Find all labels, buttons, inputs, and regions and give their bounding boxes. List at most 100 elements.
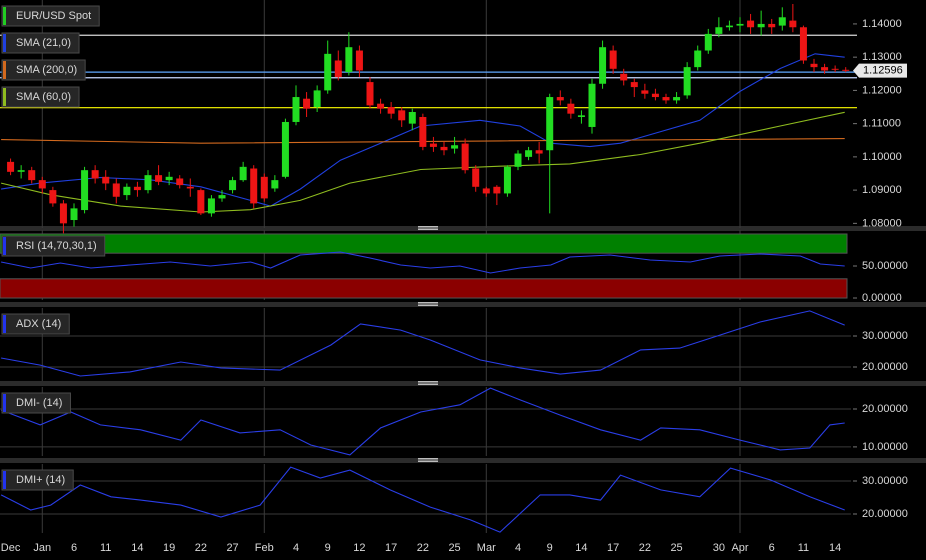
candle-body bbox=[133, 186, 141, 191]
candle-body bbox=[673, 97, 681, 101]
candle-body bbox=[842, 69, 850, 71]
x-tick-label: 22 bbox=[417, 542, 429, 554]
legend-label: DMI- (14) bbox=[16, 397, 62, 409]
candle-body bbox=[292, 97, 300, 122]
candle-body bbox=[641, 90, 649, 94]
legend-swatch bbox=[3, 394, 6, 412]
candle-body bbox=[102, 176, 110, 184]
x-tick-label: 22 bbox=[195, 542, 207, 554]
candle-body bbox=[514, 153, 522, 167]
legend-box bbox=[1, 32, 80, 54]
series-line bbox=[0, 466, 845, 533]
legend-box bbox=[1, 469, 74, 491]
band bbox=[0, 278, 848, 299]
legend-swatch bbox=[3, 315, 6, 333]
candle-body bbox=[556, 97, 564, 101]
candle-body bbox=[229, 180, 237, 191]
separator bbox=[0, 381, 926, 386]
legend-label: SMA (200,0) bbox=[16, 64, 77, 76]
candle-body bbox=[313, 90, 321, 108]
separator bbox=[0, 226, 926, 231]
y-tick-label: 20.00000 bbox=[862, 403, 908, 415]
legend-swatch bbox=[3, 471, 6, 489]
x-tick-label: 14 bbox=[131, 542, 143, 554]
y-tick-label: 50.00000 bbox=[862, 260, 908, 272]
candle-body bbox=[91, 170, 99, 179]
candle-body bbox=[271, 180, 279, 189]
y-tick-label: 1.14000 bbox=[862, 18, 902, 30]
x-tick-label: 25 bbox=[448, 542, 460, 554]
series-line bbox=[0, 111, 845, 213]
separator bbox=[0, 458, 926, 463]
legend-box bbox=[1, 86, 80, 108]
candle-body bbox=[810, 63, 818, 68]
candle-body bbox=[186, 186, 194, 189]
legend-label: SMA (21,0) bbox=[16, 37, 71, 49]
candle-body bbox=[694, 50, 702, 68]
candle-body bbox=[218, 195, 226, 199]
y-tick-label: 10.00000 bbox=[862, 441, 908, 453]
x-tick-label: 22 bbox=[639, 542, 651, 554]
candle-body bbox=[599, 47, 607, 84]
candle-body bbox=[17, 170, 25, 172]
series-line bbox=[1, 138, 845, 144]
x-tick-label: 11 bbox=[798, 542, 809, 554]
candle-body bbox=[408, 112, 416, 124]
candle-body bbox=[609, 50, 617, 69]
candle-body bbox=[503, 166, 511, 194]
candle-body bbox=[567, 103, 575, 114]
x-tick-label: 19 bbox=[163, 542, 175, 554]
y-tick-label: 1.08000 bbox=[862, 217, 902, 229]
candle-body bbox=[70, 208, 78, 221]
candle-body bbox=[799, 27, 807, 61]
candle-body bbox=[38, 180, 46, 189]
candle-body bbox=[281, 121, 289, 177]
x-tick-label: 27 bbox=[226, 542, 238, 554]
candle-body bbox=[197, 190, 205, 214]
candle-body bbox=[207, 198, 215, 214]
candle-body bbox=[757, 23, 765, 28]
series-line bbox=[0, 387, 845, 456]
candle-body bbox=[28, 170, 36, 181]
candle-body bbox=[472, 168, 480, 187]
x-tick-label: 9 bbox=[325, 542, 331, 554]
candle-body bbox=[334, 60, 342, 78]
candle-body bbox=[49, 190, 57, 204]
series-line bbox=[0, 251, 845, 274]
candle-body bbox=[715, 27, 723, 34]
y-tick-label: 30.00000 bbox=[862, 475, 908, 487]
candle-body bbox=[377, 103, 385, 109]
legend-label: EUR/USD Spot bbox=[16, 10, 91, 22]
candle-body bbox=[831, 68, 839, 70]
candle-body bbox=[461, 143, 469, 171]
x-tick-label: 12 bbox=[353, 542, 365, 554]
candle-body bbox=[588, 83, 596, 127]
x-tick-label: 17 bbox=[385, 542, 397, 554]
legend-label: RSI (14,70,30,1) bbox=[16, 240, 97, 252]
legend-swatch bbox=[3, 237, 6, 255]
candle-body bbox=[239, 166, 247, 181]
x-tick-label: 11 bbox=[100, 542, 111, 554]
legend-box bbox=[1, 392, 71, 414]
y-tick-label: 1.12000 bbox=[862, 84, 902, 96]
candle-body bbox=[535, 150, 543, 154]
candle-body bbox=[651, 93, 659, 98]
y-tick-label: 1.13000 bbox=[862, 51, 902, 63]
candle-body bbox=[768, 23, 776, 28]
band bbox=[0, 233, 848, 254]
x-tick-label: 9 bbox=[547, 542, 553, 554]
candle-body bbox=[260, 176, 268, 199]
x-tick-label: 17 bbox=[607, 542, 619, 554]
candle-body bbox=[7, 161, 15, 172]
candle-body bbox=[176, 178, 184, 186]
candle-body bbox=[324, 53, 332, 91]
x-tick-label: 4 bbox=[293, 542, 299, 554]
candle-body bbox=[155, 175, 163, 182]
candle-body bbox=[123, 186, 131, 196]
candle-body bbox=[355, 50, 363, 71]
legend-box bbox=[1, 59, 86, 81]
last-price-label: 1.12596 bbox=[863, 64, 903, 76]
candle-body bbox=[546, 97, 554, 151]
candle-body bbox=[387, 107, 395, 114]
